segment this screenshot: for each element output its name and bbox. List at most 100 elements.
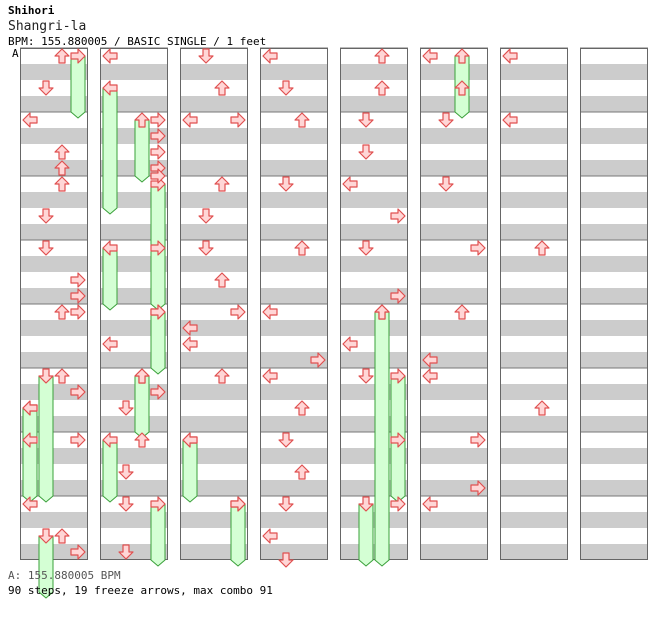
column-border [20,48,88,560]
beat-stripe [260,320,328,336]
beat-stripe [500,288,568,304]
freeze-head-arrow [454,48,470,64]
beat-stripe [340,224,408,240]
freeze-body [182,439,198,503]
freeze-body [374,311,390,567]
beat-stripe [500,96,568,112]
beat-stripe [340,96,408,112]
beat-stripe [260,448,328,464]
beat-stripe [180,192,248,208]
beat-stripe [260,512,328,528]
beat-stripe [420,320,488,336]
step-arrow [38,208,54,224]
beat-stripe [580,64,648,80]
beat-stripe [340,128,408,144]
step-arrow [390,208,406,224]
step-arrow [70,544,86,560]
beat-stripe [580,448,648,464]
beat-stripe [180,96,248,112]
step-arrow [358,240,374,256]
step-arrow [294,112,310,128]
step-arrow [294,240,310,256]
beat-stripe [260,96,328,112]
step-arrow [150,240,166,256]
freeze-body [134,375,150,439]
freeze-head-arrow [134,112,150,128]
beat-stripe [420,192,488,208]
step-arrow [374,80,390,96]
step-arrow [54,160,70,176]
beat-stripe [100,64,168,80]
beat-stripe [500,64,568,80]
column-border [340,48,408,560]
beat-stripe [260,288,328,304]
step-arrow [118,496,134,512]
step-arrow [54,48,70,64]
freeze-body [150,311,166,375]
beat-stripe [20,352,88,368]
step-arrow [230,112,246,128]
beat-stripe [500,224,568,240]
step-arrow [278,432,294,448]
step-arrow [454,304,470,320]
step-arrow [118,400,134,416]
freeze-body [102,87,118,215]
step-arrow [182,336,198,352]
step-arrow [214,80,230,96]
beat-stripe [580,160,648,176]
step-arrow [278,176,294,192]
beat-stripe [100,384,168,400]
beat-stripe [500,512,568,528]
beat-stripe [580,384,648,400]
beat-stripe [420,288,488,304]
step-arrow [118,544,134,560]
beat-stripe [580,320,648,336]
step-arrow [230,496,246,512]
beat-stripe [420,416,488,432]
beat-stripe [580,128,648,144]
freeze-head-arrow [38,368,54,384]
step-arrow [70,272,86,288]
beat-stripe [500,544,568,560]
beat-stripe [260,416,328,432]
step-arrow [54,304,70,320]
step-arrow [470,240,486,256]
column-border [180,48,248,560]
step-arrow [198,208,214,224]
step-arrow [198,48,214,64]
freeze-head-arrow [70,48,86,64]
beat-stripe [180,128,248,144]
beat-stripe [180,352,248,368]
step-arrow [390,288,406,304]
freeze-body [70,55,86,119]
step-arrow [150,168,166,184]
beat-stripe [180,256,248,272]
freeze-body [150,503,166,567]
step-arrow [230,304,246,320]
artist-name: Shihori [8,4,55,17]
step-arrow [294,400,310,416]
step-arrow [358,112,374,128]
beat-stripe [20,288,88,304]
step-arrow [278,80,294,96]
step-arrow [262,304,278,320]
beat-stripe [420,128,488,144]
beat-stripe [420,512,488,528]
beat-stripe [20,320,88,336]
beat-stripe [180,160,248,176]
freeze-body [358,503,374,567]
step-arrow [70,288,86,304]
step-arrow [198,240,214,256]
step-arrow [342,336,358,352]
step-arrow [70,384,86,400]
beat-stripe [420,256,488,272]
step-arrow [22,496,38,512]
step-arrow [214,272,230,288]
beat-stripe [180,416,248,432]
beat-stripe [260,224,328,240]
step-arrow [102,48,118,64]
freeze-body [230,503,246,567]
beat-stripe [180,288,248,304]
step-arrow [358,144,374,160]
freeze-head-arrow [22,432,38,448]
